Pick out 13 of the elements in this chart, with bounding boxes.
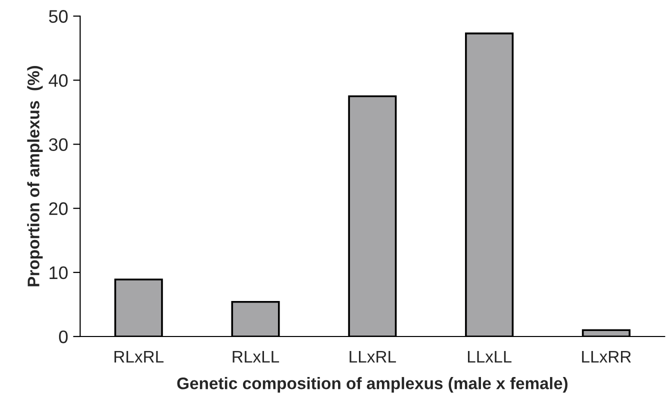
y-tick-label: 30 <box>48 138 68 151</box>
y-tick-label: 40 <box>48 74 68 87</box>
x-axis-title: Genetic composition of amplexus (male x female) <box>177 377 568 393</box>
x-tick-label: RLxRL <box>114 351 164 362</box>
y-tick-label: 20 <box>49 202 68 216</box>
x-tick-label: LLxLL <box>468 351 512 362</box>
y-axis-title: Proportion of amplexus (%) <box>27 66 43 286</box>
y-tick-label: 0 <box>59 330 68 344</box>
y-tick-label: 50 <box>48 10 68 23</box>
x-tick-label: LLxRR <box>582 351 631 362</box>
x-tick-label: LLxRL <box>350 351 396 362</box>
x-tick-label: RLxLL <box>232 351 280 362</box>
y-tick-label: 10 <box>50 266 68 280</box>
